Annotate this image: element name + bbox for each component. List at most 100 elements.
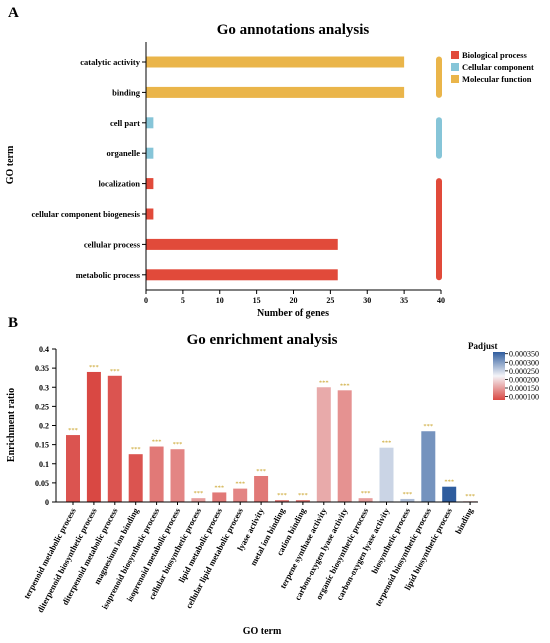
chart-b-ylabel: Enrichment ratio [6,388,17,462]
category-label: binding [112,87,141,97]
y-tick-label: 0.4 [39,345,49,354]
category-label: localization [98,179,140,189]
bar-metal-ion-binding [275,500,289,502]
colorbar-tick-label: 0.000200 [509,375,539,384]
colorbar-gradient [493,352,505,400]
significance-label: *** [194,490,204,497]
x-tick-label: 5 [181,296,185,305]
colorbar-tick-label: 0.000150 [509,384,539,393]
bar-cation-binding [295,500,310,502]
bar-catalytic-activity [146,56,405,68]
chart-b-bars [66,371,478,503]
group-bar-biological-process [436,178,442,281]
group-bar-molecular-function [436,56,442,98]
colorbar-tick-label: 0.000300 [509,358,539,367]
bar-cellular-component-biogenesis [146,208,154,220]
significance-label: *** [235,481,245,488]
y-tick-label: 0.15 [35,441,49,450]
significance-label: *** [214,484,224,491]
chart-b-title: Go enrichment analysis [187,332,338,348]
group-bar-cellular-component [436,117,442,159]
bar-isoprenoid-metabolic-process [170,449,185,502]
significance-label: *** [277,492,287,499]
category-label: cellular component biogenesis [32,209,141,219]
chart-a-group-bars [436,56,442,281]
y-tick-label: 0.05 [35,479,49,488]
legend-label-cellular-component: Cellular component [462,62,534,72]
chart-a-ylabel: GO term [5,145,16,184]
bar-localization [146,178,154,190]
category-label: catalytic activity [80,57,140,67]
chart-a-xlabel: Number of genes [257,308,329,319]
category-label: cellular process [84,239,141,249]
bar-terpenoid-biosynthetic-process [421,431,436,502]
category-label: organelle [106,148,140,158]
chart-a-category-labels: catalytic activity binding cell part organe… [32,57,146,280]
category-label: metabolic process [76,270,141,280]
bar-cellular-lipid-metabolic-process [233,488,248,502]
y-tick-label: 0.35 [35,364,49,373]
legend-label-molecular-function: Molecular function [462,74,532,84]
significance-label: *** [444,479,454,486]
legend-swatch-molecular-function [451,75,459,83]
x-tick-label: 0 [144,296,148,305]
bar-lyase-activity [254,475,269,502]
significance-label: *** [110,368,120,375]
bar-lipid-biosynthetic-process [442,486,457,502]
chart-b-colorbar: Padjust 0.0003500.0003000.0002500.000200… [468,341,539,402]
bar-isoprenoid-biosynthetic-process [149,446,164,502]
y-tick-label: 0.2 [39,422,49,431]
significance-label: *** [361,490,371,497]
x-tick-label: 25 [326,296,334,305]
legend-swatch-cellular-component [451,63,459,71]
category-label: binding [453,506,475,536]
bar-diterpenoid-metabolic-process [107,375,122,502]
significance-label: *** [131,446,141,453]
category-label: cell part [110,118,140,128]
y-tick-label: 0.25 [35,402,49,411]
bar-diterpenoid-biosynthetic-process [86,371,101,502]
x-tick-label: 10 [216,296,224,305]
chart-a: A Go annotations analysis catalytic acti… [5,5,534,319]
significance-label: *** [340,382,350,389]
chart-b-significance: *** *** *** *** *** *** *** *** *** *** *** *** *** *… [68,364,475,500]
significance-label: *** [423,423,433,430]
bar-biosynthetic-process [400,498,415,502]
bar-carbon-oxygen-lyase-activity [379,447,394,502]
bar-organelle [146,147,154,159]
bar-terpene-synthase-activity [316,387,331,502]
chart-b: B Go enrichment analysis ***************… [6,315,539,637]
chart-a-title: Go annotations analysis [217,22,370,38]
panel-b-letter: B [8,315,18,331]
x-tick-label: 40 [437,296,445,305]
y-tick-label: 0.3 [39,383,49,392]
y-tick-label: 0 [45,498,49,507]
x-tick-label: 35 [400,296,408,305]
significance-label: *** [298,492,308,499]
significance-label: *** [465,493,475,500]
significance-label: *** [256,468,266,475]
bar-terpenoid-metabolic-process [66,435,80,502]
bar-binding [146,86,405,98]
colorbar-tick-label: 0.000250 [509,367,539,376]
bar-cellular-biosynthetic-process [191,498,206,502]
legend-swatch-biological-process [451,51,459,59]
bar-carbon-oxygen-lyase-activity [337,390,352,502]
bar-cellular-process [146,238,338,250]
chart-a-x-ticks: 0 5 10 15 20 25 30 35 40 [144,290,445,305]
significance-label: *** [89,364,99,371]
legend-label-biological-process: Biological process [462,50,527,60]
x-tick-label: 15 [253,296,261,305]
significance-label: *** [173,441,183,448]
significance-label: *** [382,440,392,447]
chart-b-xlabel: GO term [243,626,282,637]
bar-organic-biosynthetic-process [358,498,373,502]
significance-label: *** [403,491,413,498]
bar-lipid-metabolic-process [212,492,227,502]
colorbar-ticks: 0.0003500.0003000.0002500.0002000.000150… [505,350,539,402]
colorbar-tick-label: 0.000100 [509,393,539,402]
chart-b-y-ticks: 0 0.05 0.1 0.15 0.2 0.25 0.3 0.35 0.4 [35,345,56,507]
significance-label: *** [152,439,162,446]
